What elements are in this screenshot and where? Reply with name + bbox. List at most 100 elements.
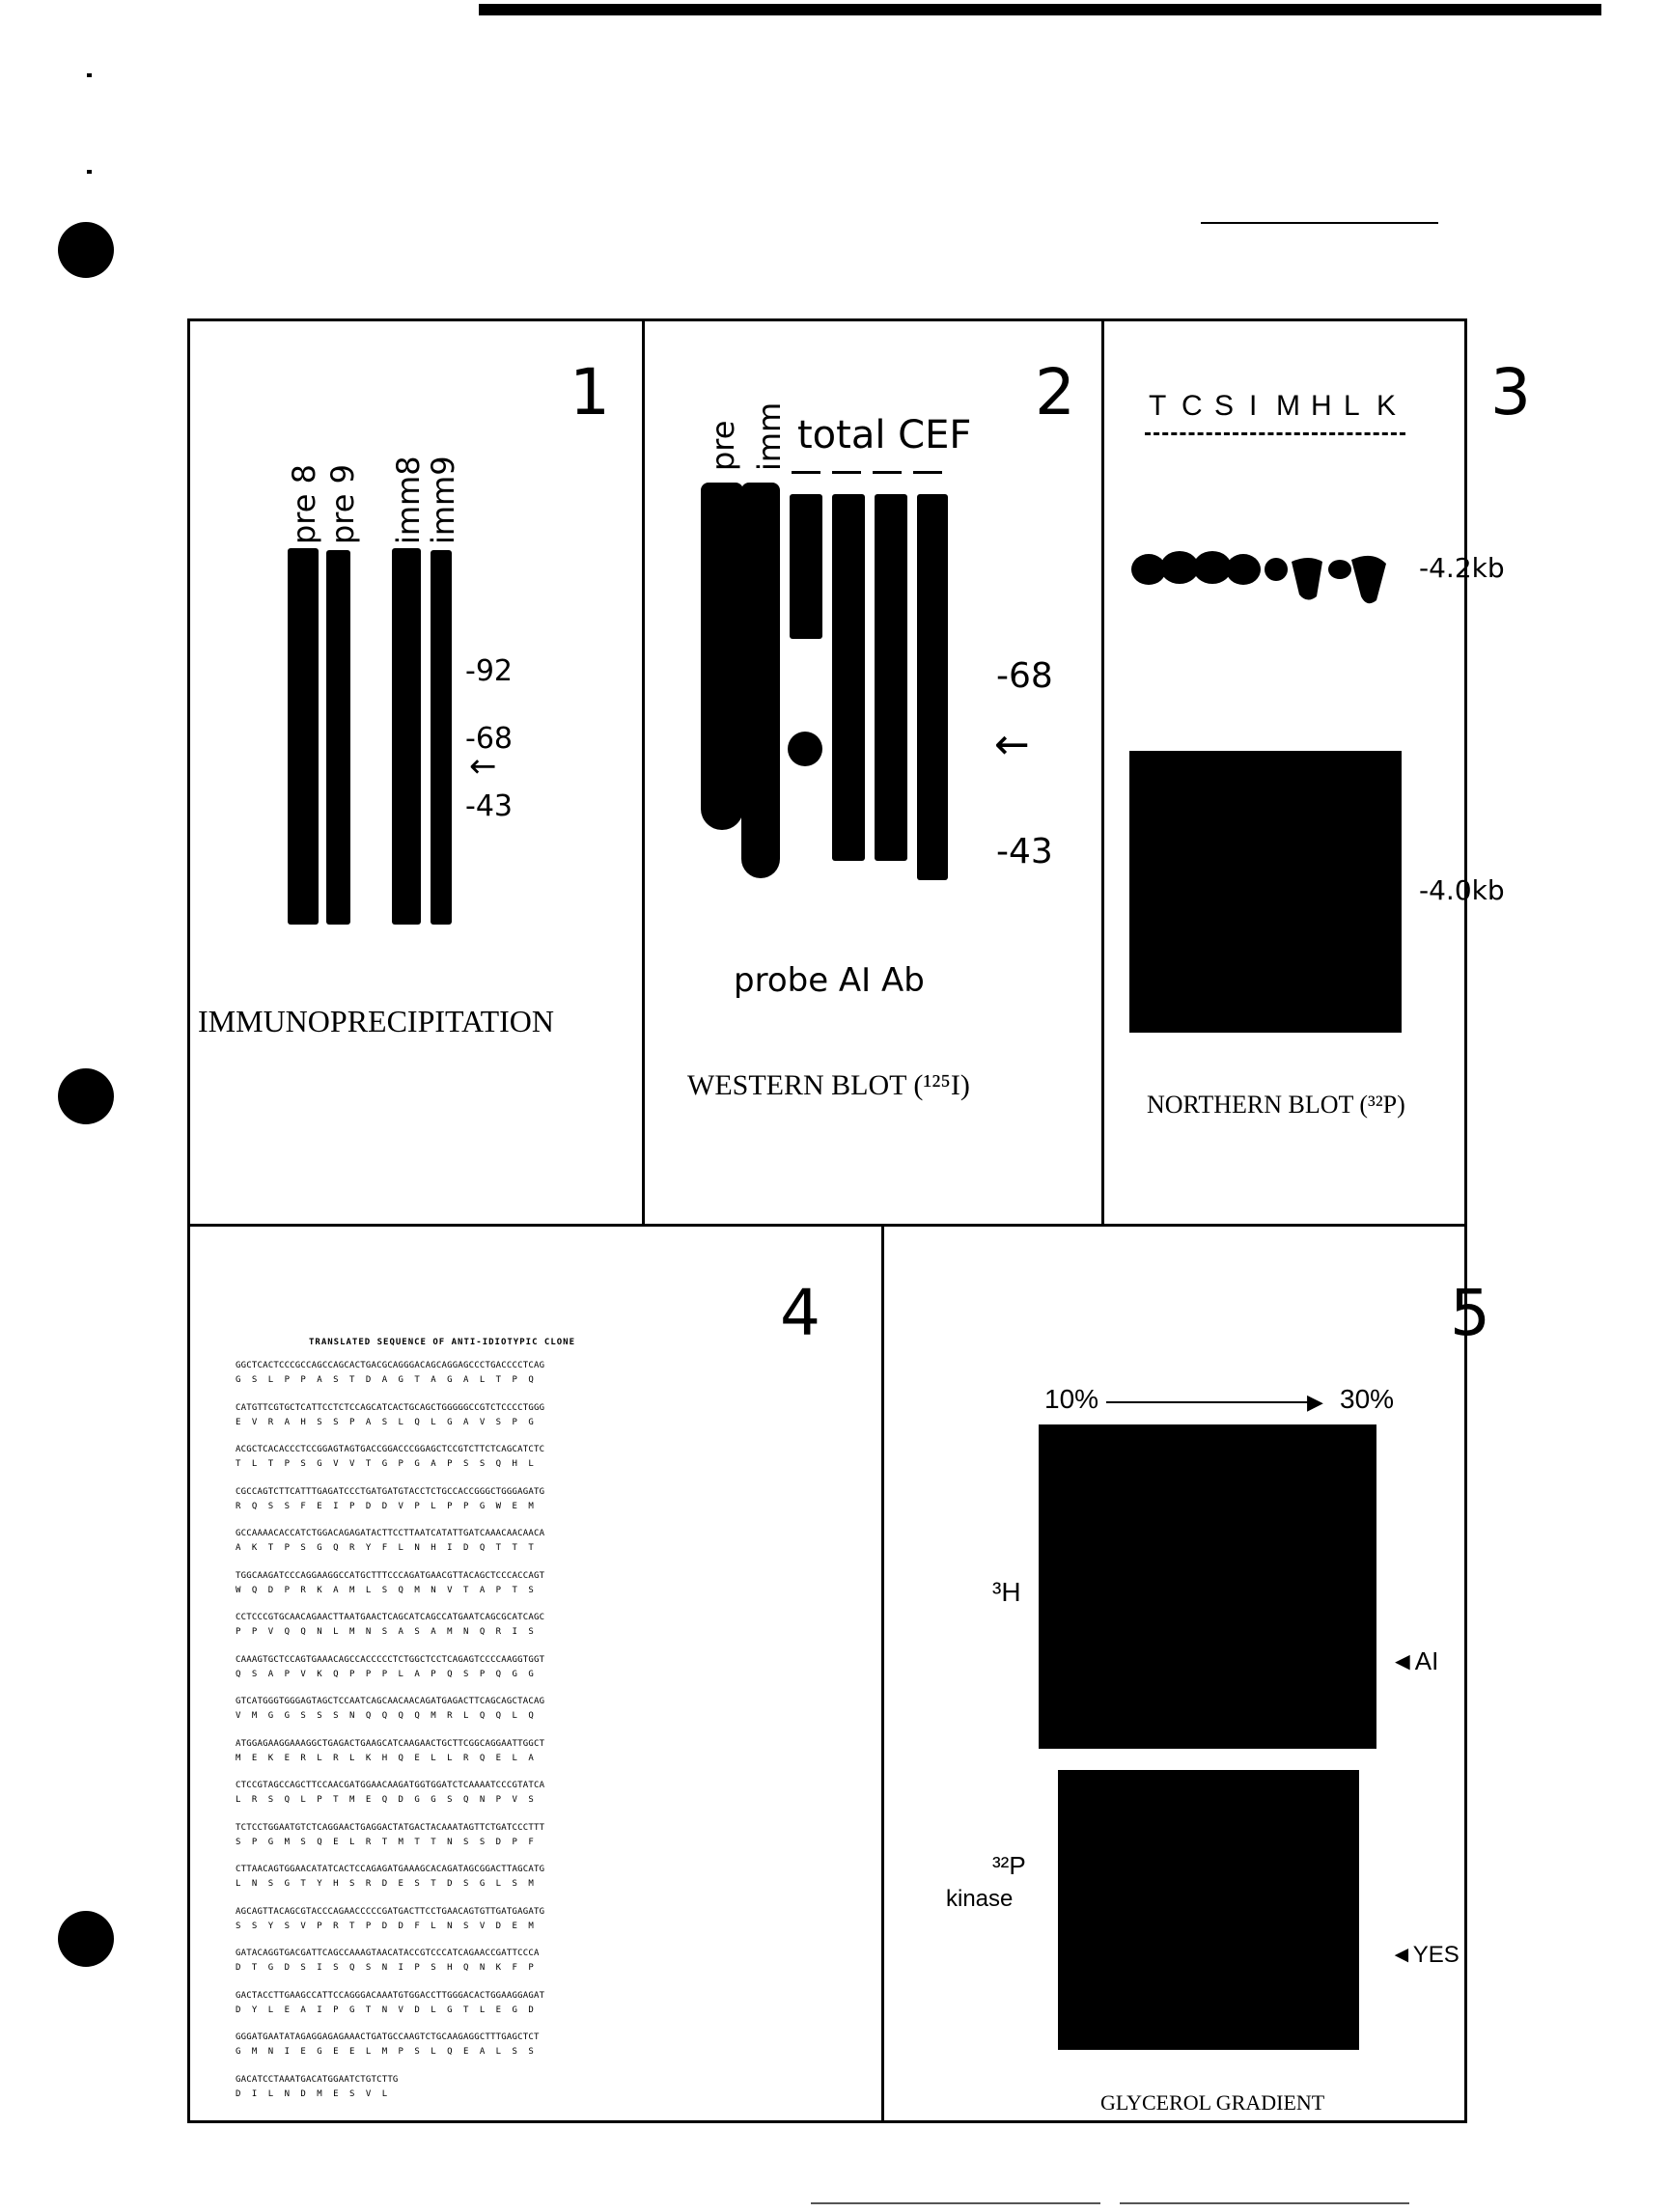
dna-sequence-line: CTTAACAGTGGAACATATCACTCCAGAGATGAAAGCACAG… [236,1865,545,1874]
arrow-left-icon: ← [469,747,497,786]
arrow-left-icon: ← [994,720,1030,769]
gel-lane [790,494,822,639]
lane-label: imm9 [425,456,461,544]
protein-sequence-line: T L T P S G V V T G P G A P S S Q H L [236,1459,535,1469]
protein-sequence-line: M E K E R L R L K H Q E L L R Q E L A [236,1753,535,1763]
probe-label: probe AI Ab [734,961,925,1000]
dna-sequence-line: GCCAAAACACCATCTGGACAGAGATACTTCCTTAATCATA… [236,1529,545,1538]
gradient-start-label: 10% [1044,1384,1099,1414]
lane-dash [832,471,861,474]
protein-sequence-line: S S Y S V P R T P D D F L N S V D E M [236,1921,535,1931]
row-divider [187,1224,1467,1227]
gel-lane [875,494,907,861]
lane-letter: C [1182,390,1203,422]
lane-dash [913,471,942,474]
protein-sequence-line: L N S G T Y H S R D E S T D S G L S M [236,1879,535,1889]
lane-label: imm8 [390,456,427,544]
lane-letter: T [1149,390,1167,422]
northern-band-row [1131,551,1386,604]
panel-number: 3 [1490,355,1531,429]
dna-sequence-line: ACGCTCACACCCTCCGGAGTAGTGACCGGACCCGGAGCTC… [236,1445,545,1454]
mw-marker: -43 [996,832,1053,871]
lane-letter: S [1214,390,1235,422]
dna-sequence-line: GATACAGGTGACGATTCAGCCAAAGTAACATACCGTCCCA… [236,1949,540,1958]
mw-marker: -92 [465,654,513,688]
dna-sequence-line: CATGTTCGTGCTCATTCCTCTCCAGCATCACTGCAGCTGG… [236,1402,545,1413]
speck [87,170,92,174]
bottom-scan-mark [1120,2202,1409,2204]
protein-sequence-line: W Q D P R K A M L S Q M N V T A P T S [236,1585,535,1595]
gel-lane [832,494,865,861]
dna-sequence-line: CGCCAGTCTTCATTTGAGATCCCTGATGATGTACCTCTGC… [236,1486,545,1497]
figure-frame [187,318,1467,2123]
gel-lane [431,550,452,925]
dna-sequence-line: AGCAGTTACAGCGTACCCAGAACCCCCGATGACTTCCTGA… [236,1906,545,1917]
binder-hole-middle [58,1068,114,1124]
lane-letter: K [1376,390,1397,422]
mw-marker: -68 [465,722,513,756]
protein-sequence-line: S P G M S Q E L R T M T T N S S D P F [236,1837,535,1847]
protein-sequence-line: D T G D S I S Q S N I P S H Q N K F P [236,1963,535,1973]
protein-sequence-line: E V R A H S S P A S L Q L G A V S P G [236,1417,535,1427]
panel-number: 2 [1035,355,1075,429]
sequence-title: TRANSLATED SEQUENCE OF ANTI-IDIOTYPIC CL… [309,1338,575,1347]
dna-sequence-line: TGGCAAGATCCCAGGAAGGCCATGCTTTCCCAGATGAACG… [236,1570,545,1581]
lane-underline [1145,432,1405,435]
label-kinase: kinase [946,1886,1014,1912]
gel-lane [288,548,319,925]
lane-dash [873,471,902,474]
label-3h: ³H [992,1577,1021,1607]
dna-sequence-line: CCTCCCGTGCAACAGAACTTAATGAACTCAGCATCAGCCA… [236,1613,545,1622]
dna-sequence-line: GACTACCTTGAAGCCATTCCAGGGACAAATGTGGACCTTG… [236,1990,545,2001]
gel-band [788,732,822,766]
protein-sequence-line: G S L P P A S T D A G T A G A L T P Q [236,1375,535,1385]
northern-blot-dark-region [1129,751,1402,1033]
dna-sequence-line: TCTCCTGGAATGTCTCAGGAACTGAGGACTATGACTACAA… [236,1822,545,1833]
gradient-end-label: 30% [1340,1384,1395,1414]
protein-sequence-line: P P V Q Q N L M N S A S A M N Q R I S [236,1627,535,1637]
protein-sequence-line: V M G G S S S N Q Q Q Q M R L Q Q L Q [236,1711,535,1721]
lane-label: pre 9 [324,464,361,544]
panel-number: 1 [570,355,610,429]
gradient-3h-image [1039,1424,1376,1749]
lane-letter: H [1311,390,1332,422]
mw-marker: -43 [465,789,513,823]
panel-caption: GLYCEROL GRADIENT [1100,2090,1325,2115]
gel-lane [392,548,421,925]
dna-sequence-line: ATGGAGAAGGAAAGGCTGAGACTGAAGCATCAAGAACTGC… [236,1738,545,1749]
panel-number: 5 [1450,1276,1490,1350]
size-marker: -4.0kb [1419,874,1505,906]
group-label: total CEF [797,413,972,457]
speck [87,73,92,77]
lane-letter: L [1344,390,1360,422]
gel-lane [326,550,350,925]
protein-sequence-line: R Q S S F E I P D D V P L P P G W E M [236,1501,535,1511]
gradient-32p-image [1058,1770,1359,2050]
divider-4-5 [881,1224,884,2123]
divider-1-2 [642,318,645,1226]
dna-sequence-line: GGGATGAATATAGAGGAGAGAAACTGATGCCAAGTCTGCA… [236,2032,540,2042]
binder-hole-top [58,222,114,278]
protein-sequence-line: A K T P S G Q R Y F L N H I D Q T T T [236,1543,535,1553]
protein-sequence-line: L R S Q L P T M E Q D G G S Q N P V S [236,1795,535,1805]
mw-marker: -68 [996,656,1053,696]
lane-label: pre 8 [286,464,322,544]
protein-sequence-line: D I L N D M E S V L [236,2088,388,2099]
panel-number: 4 [780,1276,820,1350]
size-marker: -4.2kb [1419,552,1505,584]
panel-caption: WESTERN BLOT (¹²⁵I) [687,1069,970,1101]
lane-dash [792,471,820,474]
arrow-yes: ◄YES [1390,1942,1460,1968]
dna-sequence-line: GGCTCACTCCCGCCAGCCAGCACTGACGCAGGGACAGCAG… [236,1361,545,1370]
gel-lane [741,483,780,878]
dna-sequence-line: GTCATGGGTGGGAGTAGCTCCAATCAGCAACAACAGATGA… [236,1697,545,1706]
dna-sequence-line: CTCCGTAGCCAGCTTCCAACGATGGAACAAGATGGTGGAT… [236,1781,545,1790]
arrow-right-icon: ▶ [1307,1390,1323,1414]
protein-sequence-line: D Y L E A I P G T N V D L G T L E G D [236,2005,535,2015]
top-right-rule [1201,222,1438,224]
binder-hole-bottom [58,1911,114,1967]
lane-letter: I [1249,390,1258,422]
protein-sequence-line: Q S A P V K Q P P P L A P Q S P Q G G [236,1669,535,1679]
panel-caption: NORTHERN BLOT (³²P) [1147,1091,1405,1119]
gradient-arrow [1106,1401,1315,1403]
